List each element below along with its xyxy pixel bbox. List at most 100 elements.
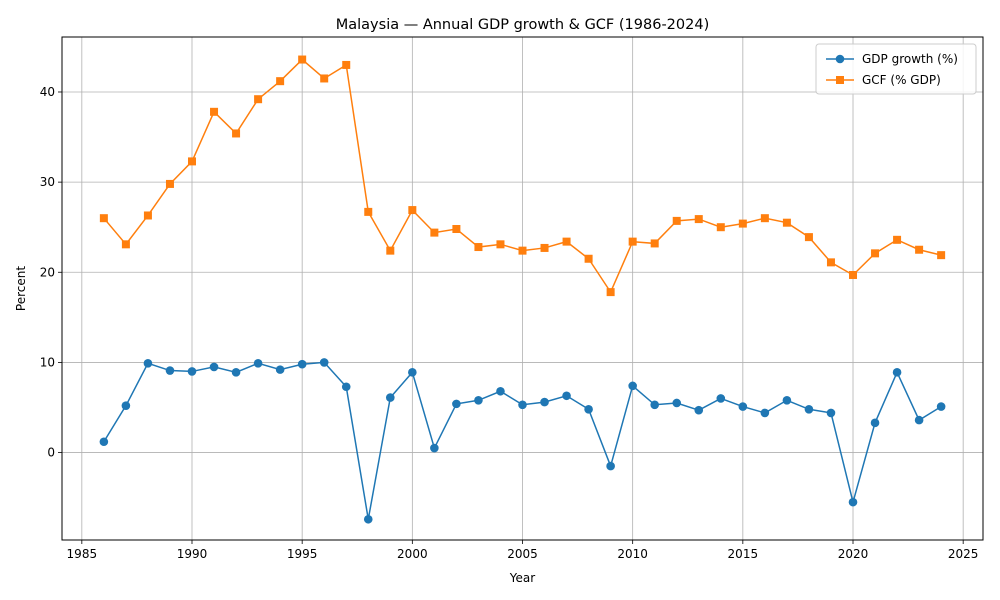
x-tick-label: 2005 [507,547,538,561]
data-point [187,157,196,166]
data-point [716,223,725,232]
data-point [606,288,615,297]
x-tick-label: 1990 [177,547,208,561]
data-point [694,215,703,224]
data-point [628,381,637,391]
data-point [430,228,439,237]
x-tick-label: 2025 [948,547,979,561]
data-point [782,218,791,227]
chart-title: Malaysia — Annual GDP growth & GCF (1986… [336,17,709,33]
data-point [474,243,483,252]
x-tick-label: 1995 [287,547,318,561]
data-point [738,402,748,411]
data-point [210,107,219,116]
data-point [584,254,593,263]
data-point [584,404,593,414]
data-point [760,214,769,223]
data-point [430,443,439,453]
data-point [936,402,946,411]
data-point [319,358,329,367]
series-gdp-growth [99,358,946,524]
y-tick-label: 20 [40,265,55,279]
y-axis-label: Percent [14,266,28,311]
data-point [408,206,417,215]
data-point [385,393,395,402]
data-point [738,219,747,228]
data-point [121,240,130,249]
y-tick-label: 40 [40,85,55,99]
data-point [870,418,880,428]
data-point [297,359,307,369]
data-point [165,366,175,375]
y-axis-ticks: 0 10 20 30 40 [40,85,62,460]
x-tick-label: 2010 [617,547,648,561]
data-point [165,179,174,188]
grid-lines [62,37,983,540]
data-point [893,235,902,244]
data-point [452,225,461,234]
data-point [518,246,527,255]
data-point [562,391,571,401]
series-gcf [99,55,946,297]
data-point [386,246,395,255]
data-point [540,243,549,252]
legend-label: GCF (% GDP) [862,73,941,87]
data-point [363,514,373,524]
data-point [848,497,858,507]
data-point [826,408,836,418]
legend-marker [836,76,844,84]
data-point [276,77,285,86]
data-point [804,233,813,242]
legend-box [815,43,977,95]
data-point [474,395,483,405]
data-point [452,399,461,409]
data-point [849,270,858,279]
data-point [496,240,505,249]
data-point [99,437,109,447]
y-tick-label: 30 [40,175,55,189]
data-point [187,367,197,376]
data-point [826,258,835,267]
data-point [275,365,285,374]
data-point [209,362,219,372]
legend: GDP growth (%) GCF (% GDP) [815,43,977,95]
data-point [804,404,814,414]
x-tick-label: 1985 [67,547,98,561]
data-point [716,394,726,403]
data-point [871,249,880,258]
data-point [650,239,659,248]
x-tick-label: 2000 [397,547,428,561]
data-point [408,368,417,377]
data-point [606,461,615,471]
data-point [341,382,351,392]
data-point [121,401,131,410]
data-point [231,368,241,377]
data-point [562,237,571,246]
data-point [760,408,770,418]
data-point [672,216,681,225]
data-point [320,74,329,83]
data-point [143,359,153,368]
data-point [232,129,241,138]
data-point [892,368,902,377]
legend-label: GDP growth (%) [862,52,958,66]
data-point [782,395,792,405]
data-point [628,237,637,246]
x-tick-label: 2020 [838,547,869,561]
data-point [496,386,505,396]
x-axis-ticks: 1985 1990 1995 2000 2005 2010 2015 2020 2025 [67,540,979,561]
data-point [254,95,263,104]
x-tick-label: 2015 [728,547,759,561]
data-point [143,211,152,220]
y-tick-label: 10 [40,355,55,369]
x-axis-label: Year [509,571,535,585]
data-point [915,245,924,254]
data-point [518,400,527,410]
data-point [694,405,704,415]
data-point [99,214,108,223]
series-layer [99,55,946,524]
data-point [253,359,263,368]
data-point [540,397,549,407]
